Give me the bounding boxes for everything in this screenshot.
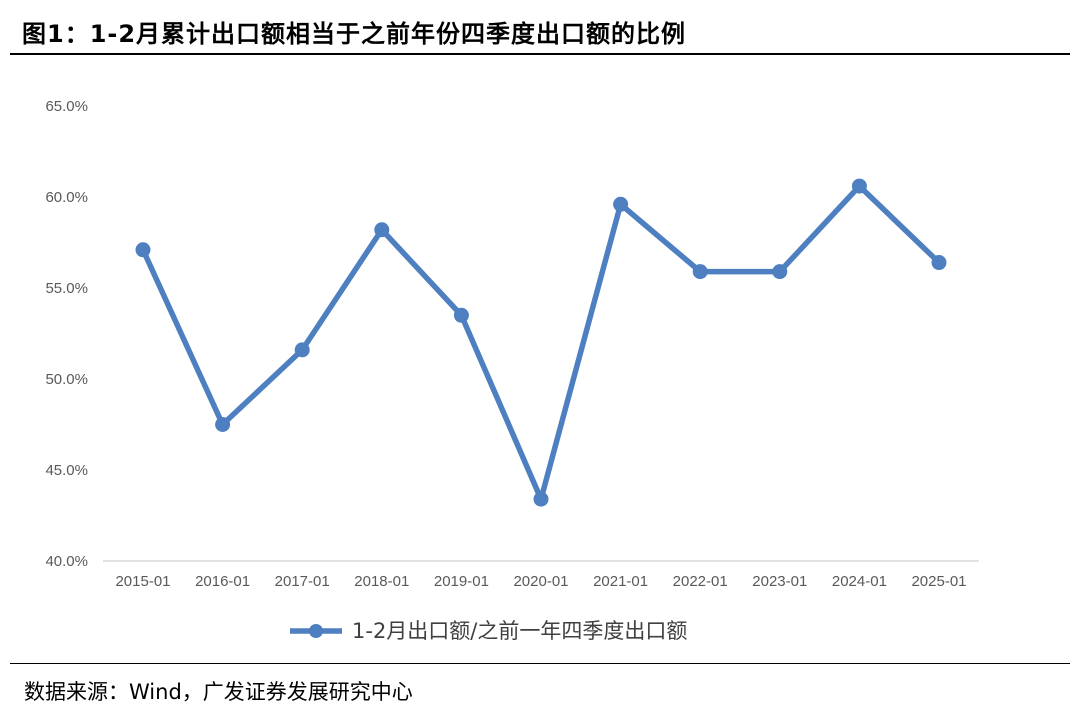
x-tick-label: 2018-01	[354, 573, 409, 590]
x-tick-label: 2020-01	[513, 573, 568, 590]
y-tick-label: 50.0%	[45, 371, 88, 388]
data-point	[215, 417, 231, 432]
line-chart: 40.0%45.0%50.0%55.0%60.0%65.0% 2015-01 20…	[45, 98, 979, 643]
x-tick-label: 2016-01	[195, 573, 250, 590]
x-tick-label: 2025-01	[911, 573, 966, 590]
figure-title: 图1：1-2月累计出口额相当于之前年份四季度出口额的比例	[22, 20, 687, 48]
x-tick-label: 2024-01	[832, 573, 887, 590]
series-line	[140, 183, 942, 502]
x-tick-label: 2017-01	[275, 573, 330, 590]
data-point	[453, 307, 469, 323]
source-rule	[10, 663, 1070, 664]
y-tick-label: 60.0%	[45, 189, 88, 206]
y-tick-label: 65.0%	[45, 98, 88, 115]
series-points	[135, 178, 947, 507]
legend-marker-icon	[309, 624, 323, 638]
x-tick-label: 2023-01	[752, 573, 807, 590]
data-point	[135, 242, 151, 258]
data-point	[772, 264, 788, 280]
data-point	[613, 196, 629, 212]
legend[interactable]: 1-2月出口额/之前一年四季度出口额	[290, 619, 687, 643]
x-axis-ticks: 2015-01 2016-01 2017-01 2018-01 2019-01 2020-…	[115, 573, 966, 590]
data-point	[931, 255, 947, 271]
data-point	[851, 178, 867, 194]
title-rule	[10, 53, 1070, 55]
data-point	[374, 222, 390, 238]
source-note: 数据来源：Wind，广发证券发展研究中心	[24, 680, 413, 704]
y-tick-label: 55.0%	[45, 280, 88, 297]
data-point	[692, 264, 708, 280]
x-tick-label: 2015-01	[115, 573, 170, 590]
data-point	[533, 491, 549, 507]
x-tick-label: 2022-01	[673, 573, 728, 590]
x-tick-label: 2019-01	[434, 573, 489, 590]
y-tick-label: 40.0%	[45, 553, 88, 570]
data-point	[294, 342, 310, 358]
legend-label: 1-2月出口额/之前一年四季度出口额	[352, 619, 687, 643]
x-tick-label: 2021-01	[593, 573, 648, 590]
y-tick-label: 45.0%	[45, 462, 88, 479]
y-axis-ticks: 40.0% 45.0% 50.0% 55.0% 60.0% 65.0%	[45, 98, 88, 570]
